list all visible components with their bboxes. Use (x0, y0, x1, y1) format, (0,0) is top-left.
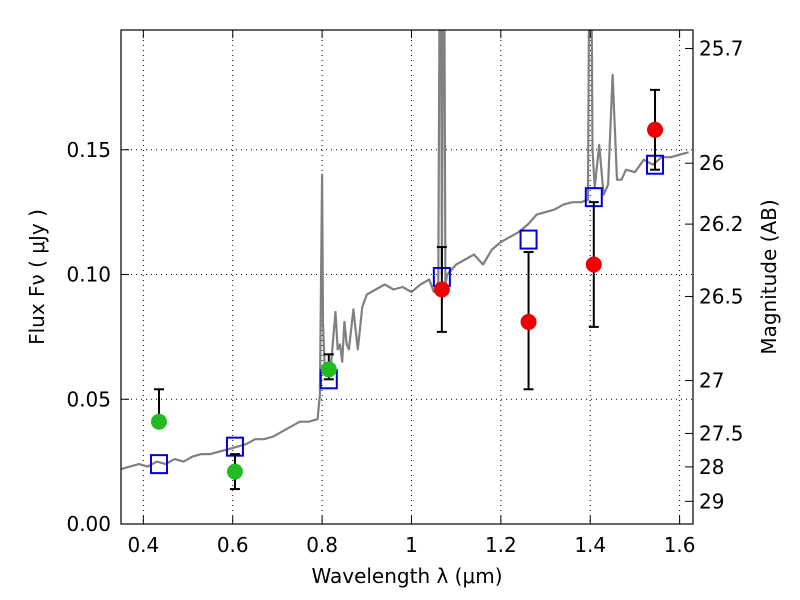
green-data-point (320, 361, 337, 378)
right-tick-label: 26.5 (699, 284, 744, 308)
y-axis-title: Flux Fν ( μJy ) (25, 209, 49, 345)
model-box-marker (519, 229, 538, 250)
y-tick-label: 0.10 (66, 263, 111, 287)
axis-ticks (121, 30, 693, 525)
x-tick-label: 0.8 (306, 533, 338, 557)
red-data-point (647, 121, 664, 138)
green-data-point (150, 413, 167, 430)
spectrum-line (121, 30, 689, 471)
plot-data (121, 30, 689, 491)
x-tick-label: 1.4 (574, 533, 606, 557)
red-data-point (433, 281, 450, 298)
right-tick-label: 28 (699, 455, 724, 479)
y-tick-label: 0.15 (66, 138, 111, 162)
right-tick-label: 27.5 (699, 421, 744, 445)
right-tick-label: 26.2 (699, 212, 744, 236)
tick-labels: 0.4 0.6 0.8 1 1.2 1.4 1.6 0.00 0.05 0.10 0.15 25.7 2… (66, 36, 743, 557)
right-tick-label: 27 (699, 369, 724, 393)
green-data-point (226, 463, 243, 480)
right-axis-title: Magnitude (AB) (757, 199, 781, 354)
model-box-marker (149, 454, 168, 475)
x-axis-title: Wavelength λ (μm) (311, 564, 502, 588)
red-data-point (585, 256, 602, 273)
right-tick-label: 29 (699, 489, 724, 513)
x-tick-label: 1 (405, 533, 418, 557)
right-tick-label: 26 (699, 151, 724, 175)
red-data-point (520, 313, 537, 330)
plot-frame (120, 29, 694, 525)
y-tick-label: 0.00 (66, 512, 111, 536)
x-tick-label: 0.6 (217, 533, 249, 557)
y-tick-label: 0.05 (66, 387, 111, 411)
right-tick-label: 25.7 (699, 36, 744, 60)
x-tick-label: 1.6 (664, 533, 696, 557)
x-tick-label: 1.2 (485, 533, 517, 557)
x-tick-label: 0.4 (127, 533, 159, 557)
